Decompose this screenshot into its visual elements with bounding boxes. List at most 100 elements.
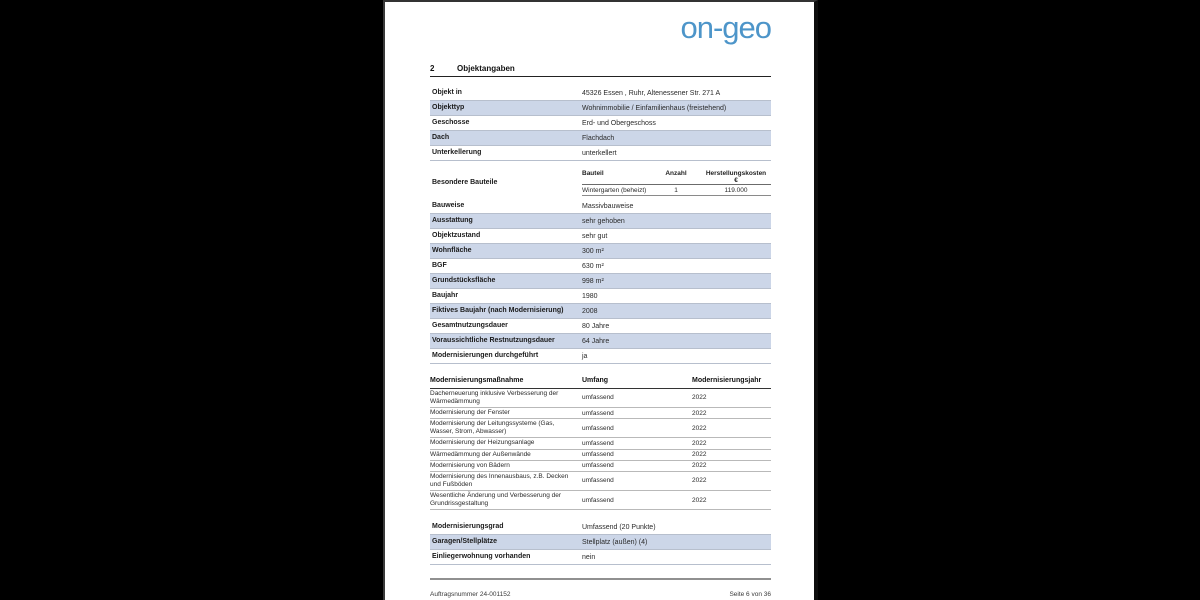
row-value: 64 Jahre: [582, 337, 610, 345]
section-heading: 2 Objektangaben: [430, 64, 771, 77]
cell-massnahme: Modernisierung des Innenausbaus, z.B. De…: [430, 472, 569, 488]
modernisierung-table: Modernisierungsmaßnahme Umfang Modernisi…: [430, 377, 771, 511]
header: on-geo: [430, 6, 772, 50]
cell-umfang: umfassend: [582, 409, 614, 417]
modernisierung-rows: Dacherneuerung inklusive Verbesserung de…: [430, 389, 771, 511]
table-row: Einliegerwohnung vorhanden nein: [430, 550, 771, 566]
document-page: on-geo 2 Objektangaben Objekt in 45326 E…: [383, 0, 818, 600]
row-label: Modernisierungen durchgeführt: [432, 352, 539, 360]
row-value: 45326 Essen , Ruhr, Altenessener Str. 27…: [582, 89, 721, 97]
table-row: Bauweise Massivbauweise: [430, 199, 771, 214]
row-value: 2008: [582, 307, 598, 315]
table-row: Wohnfläche 300 m²: [430, 244, 771, 259]
cell-jahr: 2022: [692, 394, 707, 402]
table-row: Objektzustand sehr gut: [430, 229, 771, 244]
table-row: Wesentliche Änderung und Verbesserung de…: [430, 491, 771, 511]
row-value: Umfassend (20 Punkte): [582, 523, 656, 531]
table-row: Dach Flachdach: [430, 131, 771, 146]
row-value: 1980: [582, 292, 598, 300]
row-label: Ausstattung: [432, 217, 473, 225]
table-row: Objekttyp Wohnimmobilie / Einfamilienhau…: [430, 101, 771, 116]
table-row: Geschosse Erd- und Obergeschoss: [430, 116, 771, 131]
cell-jahr: 2022: [692, 424, 707, 432]
row-value: Flachdach: [582, 134, 615, 142]
cell-kosten: 119.000: [724, 186, 748, 194]
bauteile-subtable: Bauteil Anzahl Herstellungskosten € Wint: [582, 168, 771, 197]
table-row: BGF 630 m²: [430, 259, 771, 274]
cell-massnahme: Wesentliche Änderung und Verbesserung de…: [430, 492, 562, 508]
cell-anzahl: 1: [674, 186, 678, 194]
summary-table: Modernisierungsgrad Umfassend (20 Punkte…: [430, 520, 771, 566]
table-row: Modernisierungen durchgeführt ja: [430, 349, 771, 364]
cell-massnahme: Wärmedämmung der Außenwände: [430, 450, 531, 458]
row-label: Geschosse: [432, 119, 470, 127]
col-header-anzahl: Anzahl: [665, 169, 687, 177]
table-row: Objekt in 45326 Essen , Ruhr, Altenessen…: [430, 86, 771, 101]
modernisierung-header: Modernisierungsmaßnahme Umfang Modernisi…: [430, 377, 771, 389]
table-row: Voraussichtliche Restnutzungsdauer 64 Ja…: [430, 334, 771, 349]
cell-bauteil: Wintergarten (beheizt): [582, 186, 647, 194]
row-label: Fiktives Baujahr (nach Modernisierung): [432, 307, 564, 315]
property-table: Objekt in 45326 Essen , Ruhr, Altenessen…: [430, 86, 771, 161]
table-row: Dacherneuerung inklusive Verbesserung de…: [430, 389, 771, 408]
cell-massnahme: Modernisierung von Bädern: [430, 461, 510, 469]
row-label: Dach: [432, 134, 450, 142]
col-header-kosten-unit: €: [734, 176, 738, 184]
row-label: Objekttyp: [432, 104, 465, 112]
bauteile-rows: Wintergarten (beheizt) 1 119.000: [582, 185, 771, 197]
cell-umfang: umfassend: [582, 394, 614, 402]
row-value: unterkellert: [582, 149, 617, 157]
row-label: Unterkellerung: [432, 149, 482, 157]
table-row: Modernisierung von Bädern umfassend 2022: [430, 461, 771, 472]
table-row: Fiktives Baujahr (nach Modernisierung) 2…: [430, 304, 771, 319]
table-row: Garagen/Stellplätze Stellplatz (außen) (…: [430, 535, 771, 551]
cell-umfang: umfassend: [582, 424, 614, 432]
row-label: Besondere Bauteile: [432, 178, 498, 186]
row-value: Stellplatz (außen) (4): [582, 538, 648, 546]
cell-umfang: umfassend: [582, 451, 614, 459]
row-value: Wohnimmobilie / Einfamilienhaus (freiste…: [582, 104, 727, 112]
row-value: sehr gehoben: [582, 217, 625, 225]
row-label: Modernisierungsgrad: [432, 523, 504, 531]
row-value: 998 m²: [582, 277, 604, 285]
row-value: Massivbauweise: [582, 202, 634, 210]
besondere-bauteile-block: Besondere Bauteile Bauteil Anzahl Herste…: [430, 165, 771, 199]
cell-jahr: 2022: [692, 477, 707, 485]
row-value: 80 Jahre: [582, 322, 610, 330]
footer-divider: [430, 578, 771, 581]
row-label: Garagen/Stellplätze: [432, 538, 497, 546]
detail-table: Bauweise Massivbauweise Ausstattung sehr…: [430, 199, 771, 364]
row-value: ja: [582, 352, 588, 360]
cell-jahr: 2022: [692, 462, 707, 470]
row-label: BGF: [432, 262, 447, 270]
table-row: Modernisierungsgrad Umfassend (20 Punkte…: [430, 520, 771, 536]
bauteile-header: Bauteil Anzahl Herstellungskosten €: [582, 168, 771, 185]
cell-jahr: 2022: [692, 451, 707, 459]
cell-jahr: 2022: [692, 439, 707, 447]
table-row: Modernisierung des Innenausbaus, z.B. De…: [430, 472, 771, 491]
page-indicator: Seite 6 von 36: [729, 591, 771, 599]
row-label: Bauweise: [432, 202, 465, 210]
row-value: Erd- und Obergeschoss: [582, 119, 656, 127]
cell-massnahme: Dacherneuerung inklusive Verbesserung de…: [430, 389, 559, 405]
cell-umfang: umfassend: [582, 462, 614, 470]
row-value: 300 m²: [582, 247, 604, 255]
table-row: Gesamtnutzungsdauer 80 Jahre: [430, 319, 771, 334]
section-number: 2: [430, 64, 435, 73]
cell-jahr: 2022: [692, 496, 707, 504]
row-label: Gesamtnutzungsdauer: [432, 322, 508, 330]
col-header-massnahme: Modernisierungsmaßnahme: [430, 377, 524, 384]
row-value: 630 m²: [582, 262, 604, 270]
cell-umfang: umfassend: [582, 477, 614, 485]
row-label: Baujahr: [432, 292, 459, 300]
col-header-bauteil: Bauteil: [582, 169, 604, 177]
row-value: sehr gut: [582, 232, 608, 240]
table-row: Unterkellerung unterkellert: [430, 146, 771, 161]
row-label: Objekt in: [432, 89, 462, 97]
page-content: on-geo 2 Objektangaben Objekt in 45326 E…: [385, 6, 814, 600]
col-header-jahr: Modernisierungsjahr: [692, 377, 762, 384]
cell-umfang: umfassend: [582, 439, 614, 447]
row-label: Objektzustand: [432, 232, 481, 240]
cell-massnahme: Modernisierung der Leitungssysteme (Gas,…: [430, 420, 555, 436]
table-row: Ausstattung sehr gehoben: [430, 214, 771, 229]
